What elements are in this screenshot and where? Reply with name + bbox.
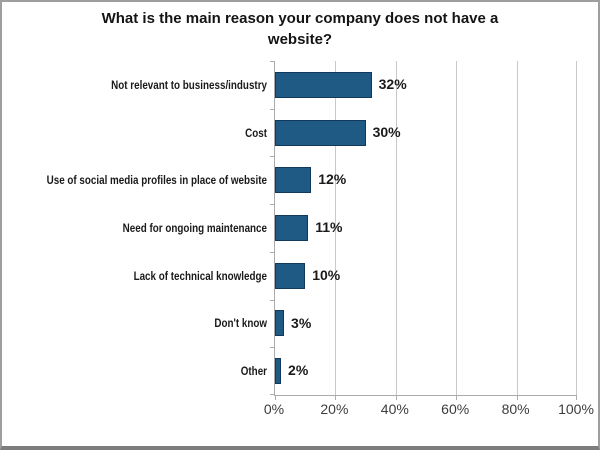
bar-row: 11% bbox=[275, 204, 577, 252]
bar bbox=[275, 71, 372, 98]
y-axis-tick bbox=[270, 299, 274, 301]
bar-value-label: 2% bbox=[288, 362, 309, 379]
chart-title: What is the main reason your company doe… bbox=[2, 8, 598, 50]
bar-row: 32% bbox=[275, 61, 577, 109]
y-axis-tick bbox=[270, 394, 274, 395]
x-axis-labels: 0% 20% 40% 60% 80% 100% bbox=[264, 401, 594, 421]
bar-row: 10% bbox=[275, 252, 577, 300]
category-label: Don't know bbox=[214, 316, 267, 331]
x-tick-label: 100% bbox=[558, 401, 594, 417]
x-axis-tick bbox=[516, 396, 518, 400]
x-axis-tick bbox=[576, 396, 577, 400]
gridline-40 bbox=[395, 61, 397, 395]
x-tick-label: 0% bbox=[263, 401, 285, 417]
bar-value-label: 30% bbox=[372, 123, 401, 140]
x-tick-label: 20% bbox=[320, 401, 349, 417]
bar-value-label: 32% bbox=[378, 76, 407, 92]
bar-row: 30% bbox=[275, 109, 577, 157]
bar-value-label: 11% bbox=[315, 219, 343, 236]
bar bbox=[275, 214, 309, 241]
bar bbox=[275, 262, 306, 289]
y-axis-tick bbox=[270, 347, 274, 349]
bar-value-label: 10% bbox=[312, 266, 341, 283]
y-axis-tick bbox=[270, 156, 274, 158]
category-label: Not relevant to business/industry bbox=[111, 77, 267, 92]
bar-row: 2% bbox=[275, 347, 577, 395]
x-tick-label: 80% bbox=[501, 401, 530, 417]
x-axis-tick bbox=[456, 396, 458, 400]
bar-value-label: 3% bbox=[291, 314, 312, 331]
category-label: Other bbox=[240, 364, 267, 379]
x-tick-label: 40% bbox=[380, 401, 409, 417]
chart-title-line1: What is the main reason your company doe… bbox=[101, 10, 499, 27]
bar bbox=[275, 119, 366, 146]
gridline-60 bbox=[456, 61, 458, 395]
gridline-80 bbox=[516, 61, 518, 395]
y-axis-tick bbox=[270, 204, 274, 206]
category-label: Lack of technical knowledge bbox=[133, 268, 267, 283]
y-axis-tick bbox=[270, 61, 274, 62]
x-tick-label: 60% bbox=[441, 401, 470, 417]
bar-row: 12% bbox=[275, 156, 577, 204]
bar-value-label: 12% bbox=[318, 171, 347, 188]
plot-area: 32% 30% 12% 11% 10% 3% 2% bbox=[270, 61, 577, 400]
chart-title-line2: website? bbox=[267, 31, 333, 48]
category-label: Need for ongoing maintenance bbox=[122, 220, 268, 235]
y-axis-tick bbox=[270, 251, 274, 253]
gridline-100 bbox=[576, 61, 577, 395]
bar bbox=[275, 358, 282, 385]
y-axis-tick bbox=[270, 108, 274, 110]
bar bbox=[275, 167, 312, 194]
gridline-20 bbox=[335, 61, 337, 395]
bar bbox=[275, 310, 285, 337]
x-axis-tick bbox=[395, 396, 397, 400]
x-axis-tick bbox=[335, 396, 337, 400]
category-label: Cost bbox=[245, 125, 267, 140]
category-axis-labels: Not relevant to business/industry Cost Use… bbox=[2, 61, 267, 395]
category-label: Use of social media profiles in place of… bbox=[46, 173, 267, 188]
bar-row: 3% bbox=[275, 300, 577, 348]
x-axis-tick bbox=[275, 396, 276, 400]
